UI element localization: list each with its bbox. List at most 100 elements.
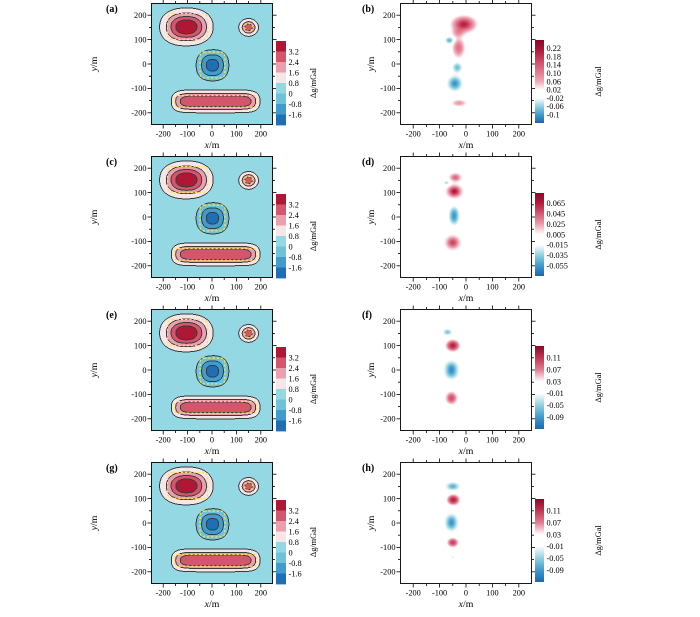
colorbar-segment bbox=[276, 521, 286, 532]
y-tick-label: 100 bbox=[383, 494, 395, 503]
colorbar-tick-label: 0 bbox=[289, 548, 293, 557]
x-tick-label: 200 bbox=[255, 283, 267, 292]
x-tick-label: 200 bbox=[513, 436, 525, 445]
colorbar-tick-label: 2.4 bbox=[289, 364, 300, 373]
colorbar-tick-label: 3.2 bbox=[289, 47, 299, 56]
x-tick-label: -200 bbox=[406, 589, 421, 598]
x-axis-label: x/m bbox=[458, 293, 474, 304]
colorbar-tick-label: 3.2 bbox=[289, 353, 299, 362]
y-tick-label: -100 bbox=[380, 390, 395, 399]
contour-map-f bbox=[400, 309, 532, 431]
y-tick-label: 100 bbox=[134, 341, 146, 350]
colorbar-tick-label: 0.10 bbox=[547, 69, 562, 78]
x-tick-label: 200 bbox=[255, 589, 267, 598]
colorbar-segment bbox=[276, 552, 286, 564]
x-tick-label: 0 bbox=[210, 283, 214, 292]
colorbar-tick-label: 0.8 bbox=[289, 232, 299, 241]
x-tick-label: 100 bbox=[230, 283, 242, 292]
colorbar-tick-label: 0.005 bbox=[547, 230, 566, 239]
colorbar-segment bbox=[276, 93, 286, 105]
colorbar-tick-label: 1.6 bbox=[289, 527, 299, 536]
colorbar-tick-label: -0.055 bbox=[547, 261, 568, 270]
y-tick-label: -200 bbox=[131, 415, 146, 424]
y-tick-label: -100 bbox=[131, 390, 146, 399]
x-tick-label: -100 bbox=[432, 283, 447, 292]
colorbar-tick-label: 1.6 bbox=[289, 374, 299, 383]
colorbar-unit-label: Δg/mGal bbox=[309, 220, 318, 251]
colorbar-tick-label: 0.07 bbox=[547, 366, 562, 375]
colorbar-gradient bbox=[535, 346, 544, 429]
x-tick-label: -100 bbox=[180, 283, 195, 292]
panel-label: (e) bbox=[106, 310, 117, 321]
panel-label: (a) bbox=[106, 4, 118, 15]
panel-label: (c) bbox=[106, 157, 117, 168]
y-tick-label: 200 bbox=[383, 11, 395, 20]
contour-map-b bbox=[400, 3, 532, 125]
colorbar-tick-label: 1.6 bbox=[289, 221, 299, 230]
y-tick-label: -100 bbox=[380, 84, 395, 93]
x-tick-label: 100 bbox=[230, 589, 242, 598]
colorbar-tick-label: -0.05 bbox=[547, 554, 564, 563]
x-tick-label: 0 bbox=[210, 436, 214, 445]
colorbar-tick-label: -1.6 bbox=[289, 110, 302, 119]
colorbar-gradient bbox=[535, 499, 544, 582]
colorbar-tick-label: -0.01 bbox=[547, 389, 564, 398]
colorbar-segment bbox=[276, 573, 286, 585]
y-axis-label: y/m bbox=[366, 362, 377, 378]
colorbar-tick-label: 3.2 bbox=[289, 200, 299, 209]
colorbar-tick-label: 0.18 bbox=[547, 52, 562, 61]
x-axis-label: x/m bbox=[204, 140, 220, 151]
y-axis-label: y/m bbox=[366, 209, 377, 225]
colorbar-segment bbox=[276, 204, 286, 216]
y-tick-label: -100 bbox=[380, 237, 395, 246]
x-axis-label: x/m bbox=[458, 599, 474, 610]
colorbar-segment bbox=[276, 378, 286, 390]
x-tick-label: -100 bbox=[180, 436, 195, 445]
colorbar-tick-label: 0.14 bbox=[547, 61, 562, 70]
x-tick-label: -200 bbox=[406, 130, 421, 139]
colorbar-segment bbox=[276, 410, 286, 421]
colorbar-segment bbox=[276, 347, 286, 358]
x-tick-label: 0 bbox=[464, 283, 468, 292]
x-axis-label: x/m bbox=[458, 140, 474, 151]
x-tick-label: -200 bbox=[406, 436, 421, 445]
x-tick-label: -200 bbox=[156, 436, 171, 445]
colorbar-tick-label: 0.8 bbox=[289, 538, 299, 547]
y-tick-label: 200 bbox=[134, 317, 146, 326]
colorbar-tick-label: 0.045 bbox=[547, 210, 566, 219]
colorbar-segment bbox=[276, 246, 286, 258]
y-tick-label: -200 bbox=[380, 109, 395, 118]
x-tick-label: 0 bbox=[210, 589, 214, 598]
x-tick-label: -100 bbox=[432, 130, 447, 139]
colorbar-tick-label: -0.05 bbox=[547, 401, 564, 410]
y-tick-label: 0 bbox=[142, 60, 146, 69]
colorbar-tick-label: 2.4 bbox=[289, 58, 300, 67]
y-tick-label: -200 bbox=[380, 568, 395, 577]
x-axis-label: x/m bbox=[458, 446, 474, 457]
y-tick-label: 0 bbox=[391, 213, 395, 222]
colorbar-segment bbox=[276, 104, 286, 115]
y-tick-label: 0 bbox=[142, 213, 146, 222]
x-tick-label: 100 bbox=[486, 130, 498, 139]
colorbar-unit-label: Δg/mGal bbox=[309, 373, 318, 404]
y-tick-label: 0 bbox=[142, 519, 146, 528]
x-tick-label: -100 bbox=[180, 130, 195, 139]
contour-map-c bbox=[151, 156, 273, 278]
colorbar-tick-label: -0.01 bbox=[547, 542, 564, 551]
contour-map-a bbox=[151, 3, 273, 125]
panel-label: (f) bbox=[362, 310, 372, 321]
colorbar-unit-label: Δg/mGal bbox=[594, 525, 603, 556]
colorbar-segment bbox=[276, 83, 286, 94]
y-axis-label: y/m bbox=[366, 56, 377, 72]
colorbar-tick-label: 0 bbox=[289, 89, 293, 98]
colorbar-segment bbox=[276, 542, 286, 553]
y-tick-label: 100 bbox=[383, 35, 395, 44]
colorbar-segment bbox=[276, 72, 286, 84]
x-tick-label: 100 bbox=[486, 283, 498, 292]
colorbar-tick-label: 0 bbox=[289, 242, 293, 251]
panel-label: (h) bbox=[362, 463, 374, 474]
colorbar-tick-label: 0.03 bbox=[547, 530, 562, 539]
colorbar-tick-label: 0.06 bbox=[547, 77, 562, 86]
